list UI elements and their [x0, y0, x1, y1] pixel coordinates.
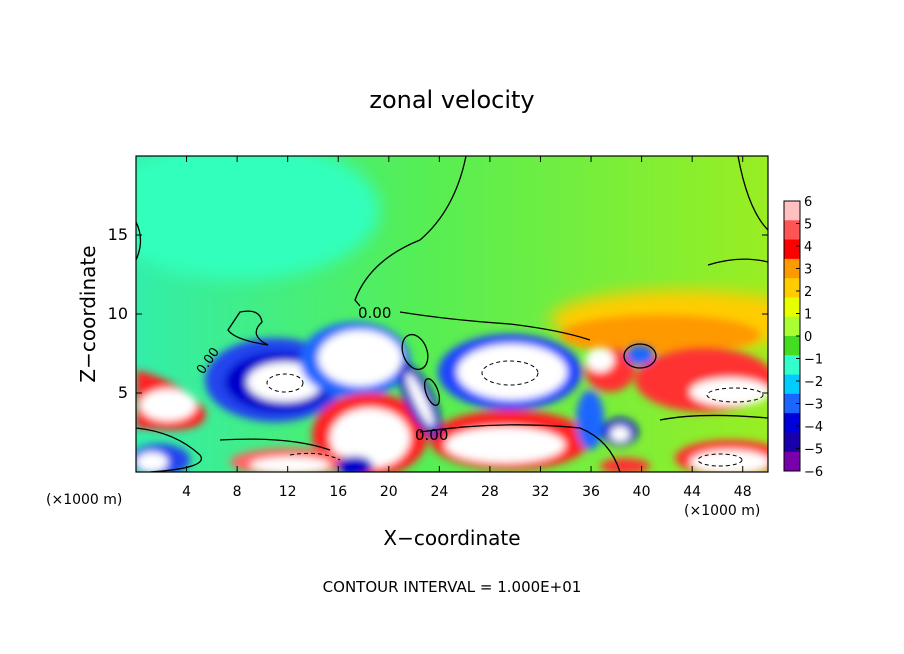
colorbar-tick-label: −6 [804, 465, 823, 480]
colorbar-segment [784, 316, 800, 337]
colorbar-segment [784, 413, 800, 433]
x-tick-label: 8 [233, 484, 242, 500]
colorbar-tick-label: −1 [804, 353, 823, 368]
x-tick-label: 4 [182, 484, 191, 500]
colorbar-segment [784, 258, 800, 279]
colorbar-segment [784, 374, 800, 395]
colorbar-tick-label: −2 [804, 375, 823, 390]
heatmap-field [136, 156, 768, 472]
contour-label: 0.00 [415, 426, 448, 444]
chart-title: zonal velocity [369, 86, 535, 114]
x-tick-label: 16 [329, 484, 347, 500]
colorbar-tick-label: 6 [804, 195, 812, 210]
contour-label: 0.00 [358, 304, 391, 322]
colorbar: 6 5 4 3 2 1 0 −1 −2 −3 −4 −5 −6 [783, 195, 823, 480]
x-axis-label: X−coordinate [383, 526, 521, 550]
colorbar-tick-label: 0 [804, 330, 812, 345]
colorbar-segment [784, 201, 800, 221]
colorbar-segment [784, 297, 800, 318]
x-unit-left-label: (×1000 m) [46, 492, 123, 508]
colorbar-tick-label: −3 [804, 398, 823, 413]
colorbar-tick-label: −5 [804, 443, 823, 458]
x-tick-label: 12 [279, 484, 297, 500]
colorbar-segment [784, 451, 800, 472]
colorbar-tick-label: 1 [804, 308, 812, 323]
x-tick-label: 36 [582, 484, 600, 500]
colorbar-tick-label: −4 [804, 420, 823, 435]
colorbar-segment [784, 220, 800, 241]
x-tick-label: 24 [430, 484, 448, 500]
colorbar-tick-label: 4 [804, 240, 812, 255]
colorbar-tick-label: 5 [804, 218, 812, 233]
x-tick-label: 40 [633, 484, 651, 500]
x-tick-label: 28 [481, 484, 499, 500]
colorbar-tick-label: 2 [804, 285, 812, 300]
contour-interval-note: CONTOUR INTERVAL = 1.000E+01 [322, 578, 582, 596]
x-unit-right-label: (×1000 m) [684, 503, 761, 519]
colorbar-segment [784, 432, 800, 453]
x-tick-label: 44 [683, 484, 701, 500]
colorbar-segment [784, 336, 800, 356]
x-tick-label: 32 [532, 484, 550, 500]
x-tick-label: 48 [734, 484, 752, 500]
colorbar-tick-label: 3 [804, 263, 812, 278]
colorbar-segment [784, 355, 800, 376]
y-tick-label: 10 [108, 304, 128, 323]
y-tick-label: 5 [118, 383, 128, 402]
colorbar-segment [784, 393, 800, 414]
y-tick-label: 15 [108, 225, 128, 244]
x-tick-label: 20 [380, 484, 398, 500]
colorbar-segment [784, 239, 800, 260]
colorbar-segment [784, 278, 800, 298]
